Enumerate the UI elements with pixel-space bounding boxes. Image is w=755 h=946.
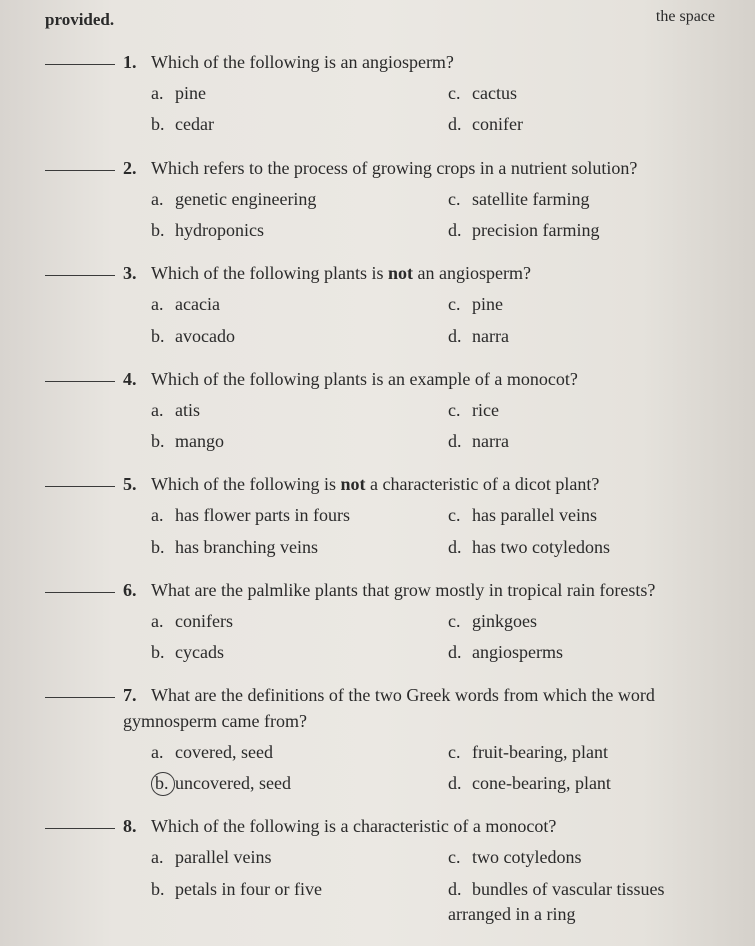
question-text: What are the definitions of the two Gree…: [123, 685, 655, 730]
options: a.parallel veins c.two cotyledons b.peta…: [151, 845, 725, 927]
options: a.acacia c.pine b.avocado d.narra: [151, 292, 725, 348]
answer-blank[interactable]: [45, 170, 115, 171]
option-c: c.has parallel veins: [448, 503, 725, 528]
question-5: 5. Which of the following is not a chara…: [45, 472, 725, 560]
option-b: b.petals in four or five: [151, 877, 428, 927]
answer-blank[interactable]: [45, 592, 115, 593]
question-text: Which of the following is not a characte…: [151, 474, 599, 494]
answer-blank[interactable]: [45, 64, 115, 65]
circled-answer: b.: [151, 772, 175, 796]
question-number: 3.: [123, 263, 147, 284]
question-text: Which of the following plants is not an …: [151, 263, 531, 283]
answer-blank[interactable]: [45, 828, 115, 829]
question-4: 4. Which of the following plants is an e…: [45, 367, 725, 455]
answer-blank[interactable]: [45, 486, 115, 487]
option-b: b.mango: [151, 429, 428, 454]
option-a: a.has flower parts in fours: [151, 503, 428, 528]
option-b: b.has branching veins: [151, 535, 428, 560]
option-b: b.cycads: [151, 640, 428, 665]
answer-blank[interactable]: [45, 697, 115, 698]
option-c: c.ginkgoes: [448, 609, 725, 634]
option-a: a.atis: [151, 398, 428, 423]
options: a.covered, seed c.fruit-bearing, plant b…: [151, 740, 725, 796]
option-a: a.parallel veins: [151, 845, 428, 870]
question-7: 7. What are the definitions of the two G…: [45, 683, 725, 796]
question-number: 4.: [123, 369, 147, 390]
options: a.pine c.cactus b.cedar d.conifer: [151, 81, 725, 137]
option-b: b.avocado: [151, 324, 428, 349]
option-d: d.narra: [448, 324, 725, 349]
question-text: Which of the following is an angiosperm?: [151, 52, 454, 72]
options: a.has flower parts in fours c.has parall…: [151, 503, 725, 559]
question-number: 2.: [123, 158, 147, 179]
option-b: b.hydroponics: [151, 218, 428, 243]
option-d: d.angiosperms: [448, 640, 725, 665]
header-fragment: the space: [656, 8, 715, 26]
question-8: 8. Which of the following is a character…: [45, 814, 725, 927]
option-c: c.satellite farming: [448, 187, 725, 212]
option-a: a.conifers: [151, 609, 428, 634]
option-c: c.fruit-bearing, plant: [448, 740, 725, 765]
option-a: a.covered, seed: [151, 740, 428, 765]
answer-blank[interactable]: [45, 381, 115, 382]
question-number: 8.: [123, 816, 147, 837]
question-text: Which of the following plants is an exam…: [151, 369, 578, 389]
option-d: d.conifer: [448, 112, 725, 137]
option-d: d.precision farming: [448, 218, 725, 243]
option-d: d.narra: [448, 429, 725, 454]
question-3: 3. Which of the following plants is not …: [45, 261, 725, 349]
options: a.conifers c.ginkgoes b.cycads d.angiosp…: [151, 609, 725, 665]
instruction-text: provided.: [45, 10, 725, 30]
answer-blank[interactable]: [45, 275, 115, 276]
option-a: a.acacia: [151, 292, 428, 317]
option-c: c.rice: [448, 398, 725, 423]
question-number: 7.: [123, 685, 147, 706]
option-d: d.bundles of vascular tissues arranged i…: [448, 877, 725, 927]
question-1: 1. Which of the following is an angiospe…: [45, 50, 725, 138]
question-text: Which refers to the process of growing c…: [151, 158, 637, 178]
option-b: b.uncovered, seed: [151, 771, 428, 796]
option-d: d.has two cotyledons: [448, 535, 725, 560]
question-text: What are the palmlike plants that grow m…: [151, 580, 655, 600]
question-2: 2. Which refers to the process of growin…: [45, 156, 725, 244]
option-b: b.cedar: [151, 112, 428, 137]
question-6: 6. What are the palmlike plants that gro…: [45, 578, 725, 666]
option-a: a.genetic engineering: [151, 187, 428, 212]
question-number: 6.: [123, 580, 147, 601]
options: a.atis c.rice b.mango d.narra: [151, 398, 725, 454]
question-number: 1.: [123, 52, 147, 73]
options: a.genetic engineering c.satellite farmin…: [151, 187, 725, 243]
option-c: c.cactus: [448, 81, 725, 106]
question-text: Which of the following is a characterist…: [151, 816, 556, 836]
question-number: 5.: [123, 474, 147, 495]
option-c: c.two cotyledons: [448, 845, 725, 870]
option-a: a.pine: [151, 81, 428, 106]
option-c: c.pine: [448, 292, 725, 317]
option-d: d.cone-bearing, plant: [448, 771, 725, 796]
